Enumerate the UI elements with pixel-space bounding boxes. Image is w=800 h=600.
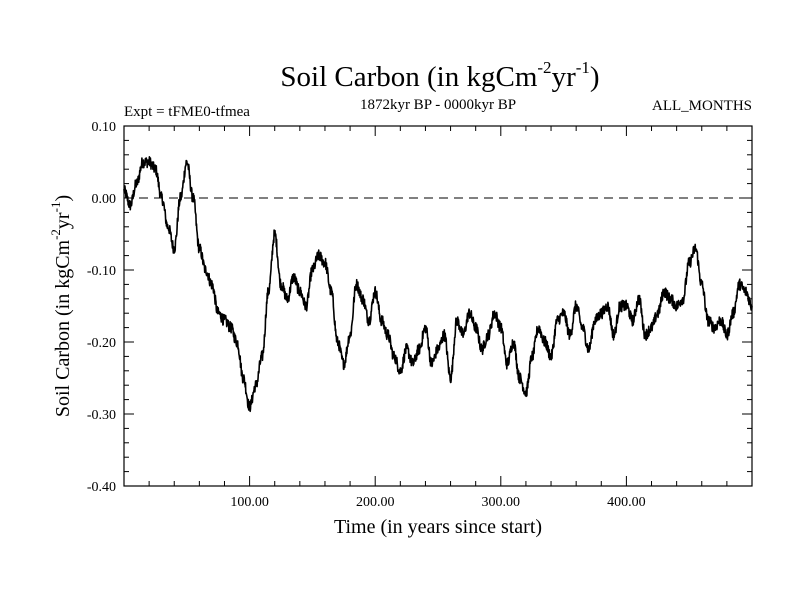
x-tick-label: 100.00 <box>230 495 269 510</box>
title-mid: yr <box>552 61 577 93</box>
x-axis-label: Time (in years since start) <box>334 516 542 538</box>
title-sup1: -2 <box>537 58 551 77</box>
period-label: 1872kyr BP - 0000kyr BP <box>360 97 516 113</box>
ylabel-sup1: -2 <box>48 229 63 240</box>
ylabel-end: ) <box>52 195 74 202</box>
expt-label: Expt = tFME0-tfmea <box>124 104 250 120</box>
plot-frame <box>123 125 753 487</box>
y-tick-label: -0.20 <box>87 336 116 351</box>
title-end: ) <box>590 61 600 93</box>
y-tick-label: -0.30 <box>87 408 116 423</box>
title-sup2: -1 <box>576 58 590 77</box>
y-tick-label: 0.00 <box>92 192 117 207</box>
x-tick-label: 400.00 <box>607 495 646 510</box>
x-tick-label: 300.00 <box>482 495 521 510</box>
ylabel-main: Soil Carbon (in kgCm <box>52 239 74 417</box>
y-tick-label: 0.10 <box>92 120 117 135</box>
y-tick-label: -0.10 <box>87 264 116 279</box>
season-label: ALL_MONTHS <box>652 98 752 114</box>
y-axis-label: Soil Carbon (in kgCm-2yr-1) <box>48 195 74 417</box>
y-tick-label: -0.40 <box>87 480 116 495</box>
y-ticks: 0.10 0.00 -0.10 -0.20 -0.30 -0.40 <box>87 120 752 495</box>
series-line-soil-carbon <box>123 156 753 413</box>
chart-title: Soil Carbon (in kgCm-2yr-1) <box>280 58 599 93</box>
title-main: Soil Carbon (in kgCm <box>280 61 537 93</box>
x-ticks: 100.00 200.00 300.00 400.00 <box>148 126 728 510</box>
ylabel-mid: yr <box>52 212 74 229</box>
ylabel-sup2: -1 <box>48 202 63 213</box>
x-tick-label: 200.00 <box>356 495 395 510</box>
